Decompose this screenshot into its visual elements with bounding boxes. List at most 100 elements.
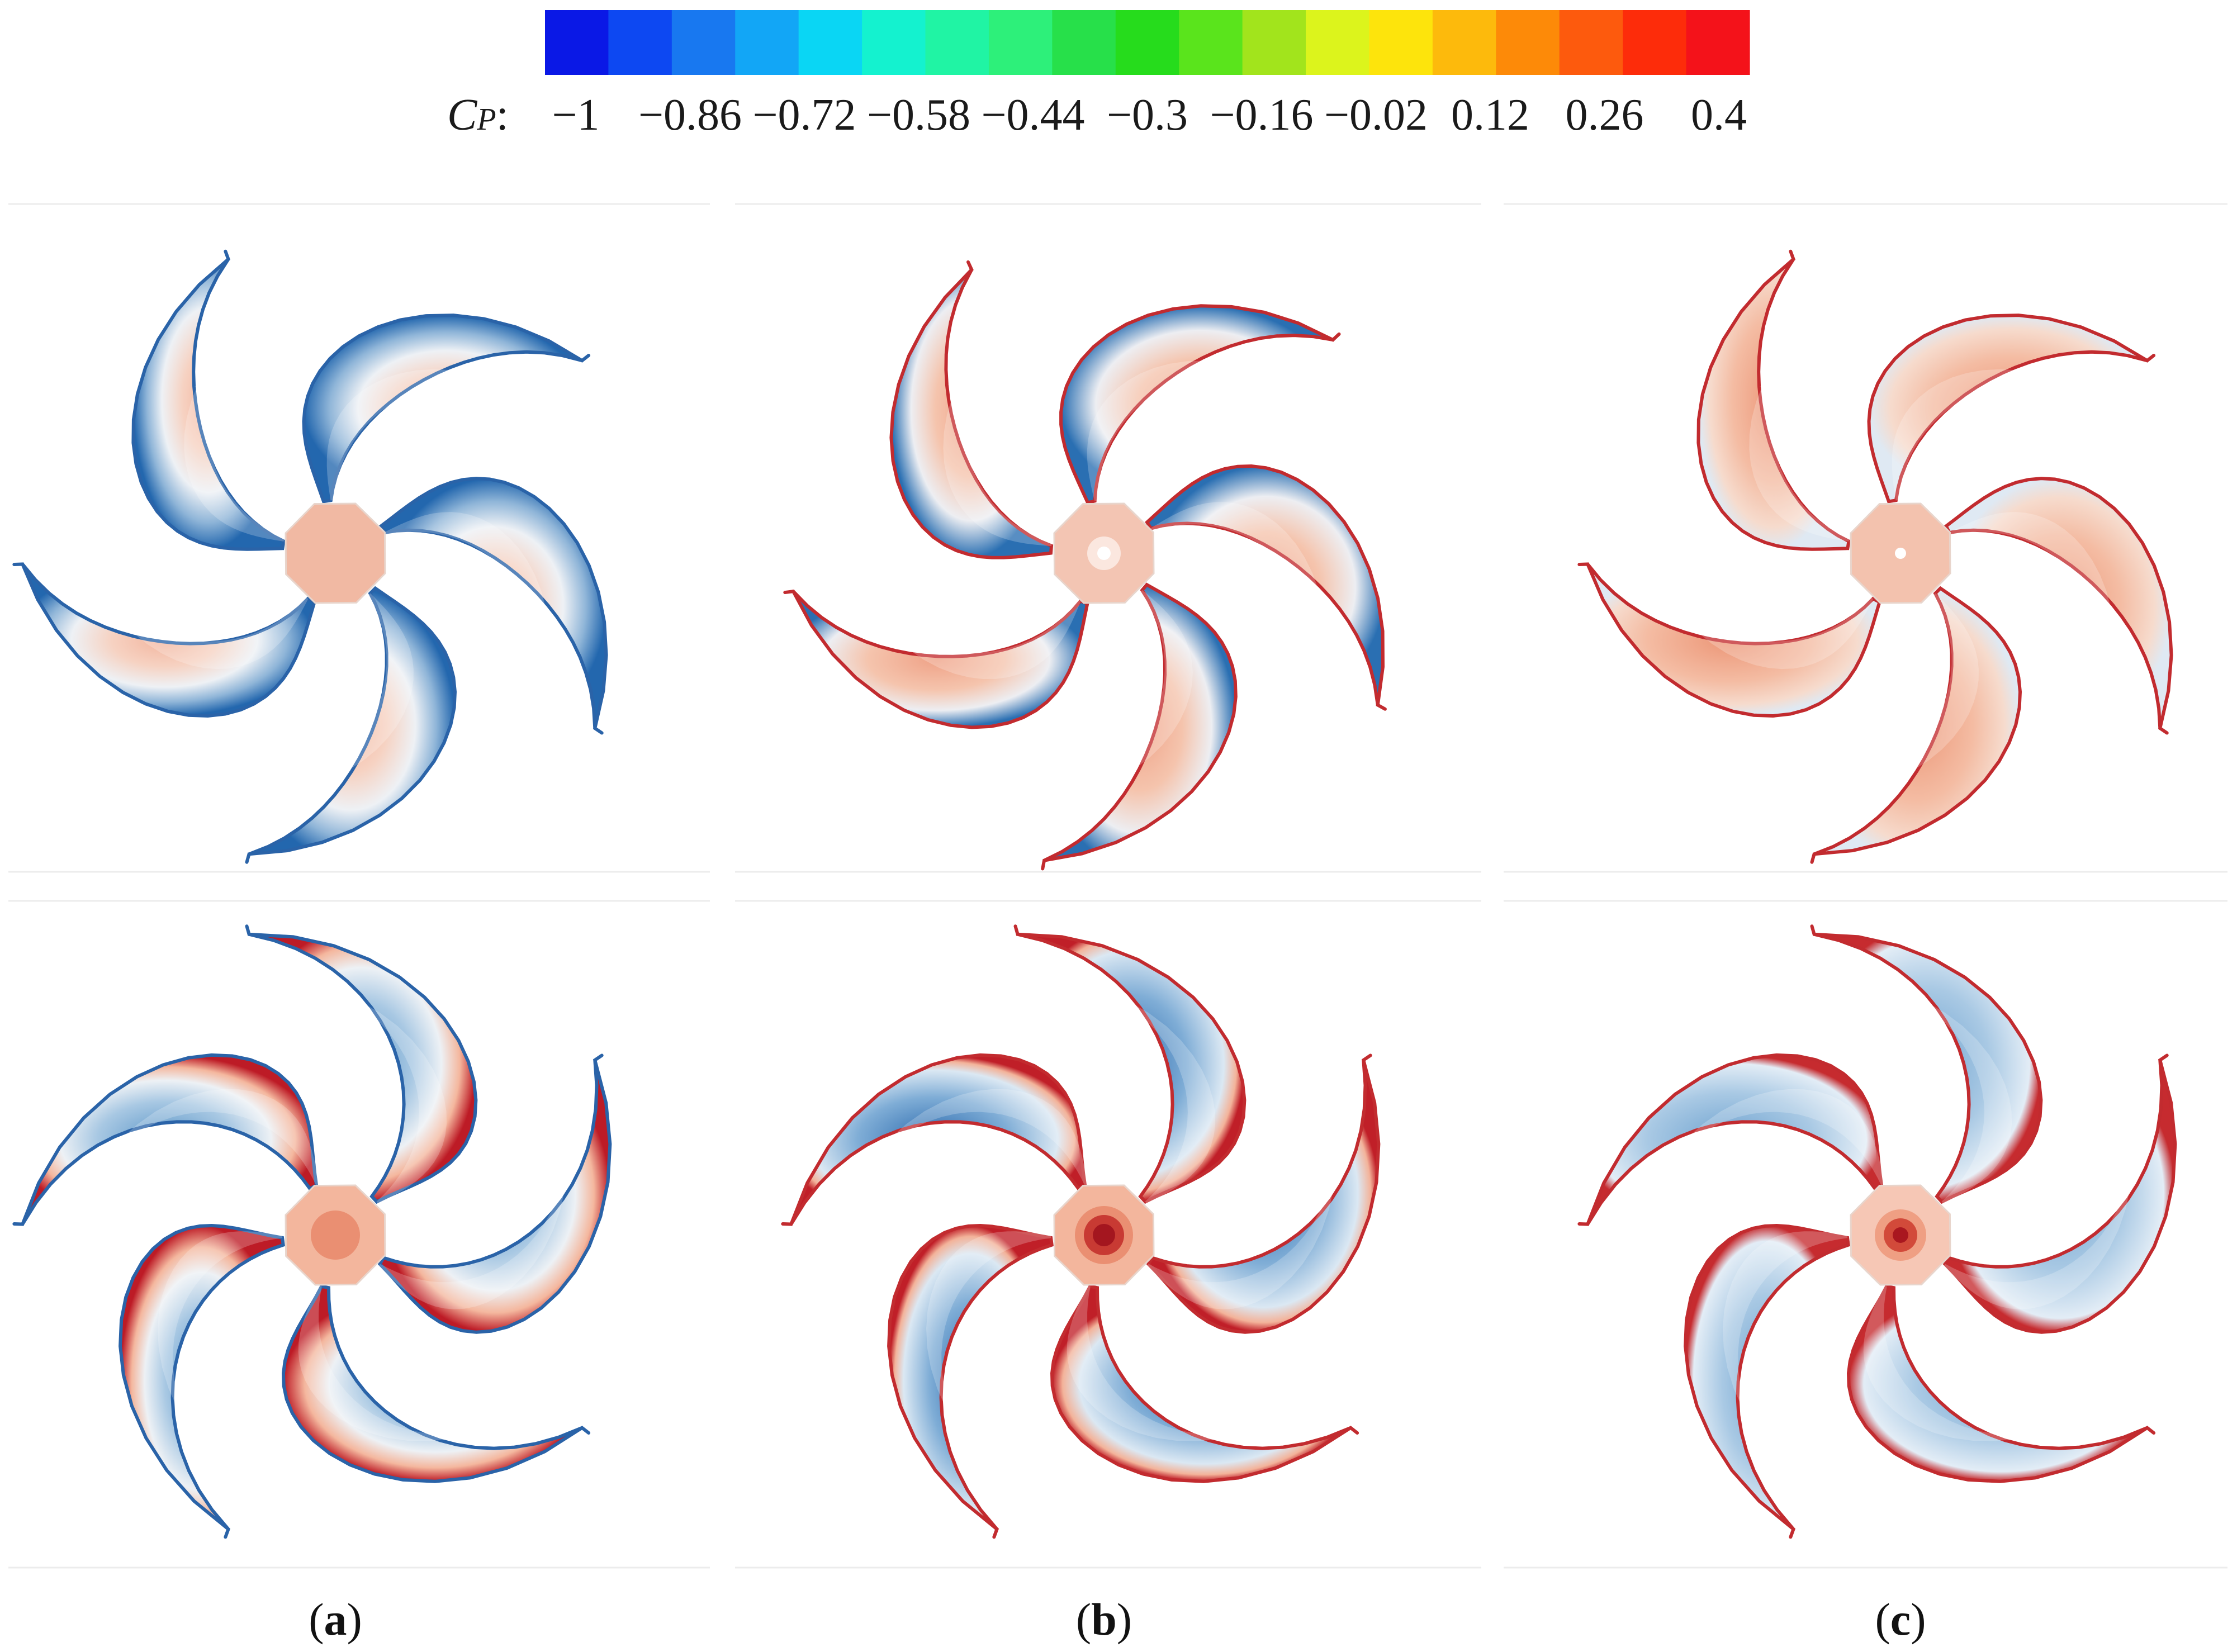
colorbar-segment (608, 10, 672, 75)
blade-pressure-band (1067, 1285, 1253, 1441)
blade-pressure-band (1649, 578, 1874, 670)
colorbar-segment (1369, 10, 1433, 75)
propeller-blade (1810, 924, 2043, 1204)
propeller-blade (1041, 582, 1238, 871)
colorbar-segment (1432, 10, 1496, 75)
propeller-blade (1145, 464, 1387, 711)
colorbar-segment (671, 10, 736, 75)
panel-label-a: (a) (309, 1594, 362, 1645)
colorbar-legend: −1 −0.86 −0.72 −0.58 −0.44 −0.3 −0.16 −0.02 0.12… (447, 10, 1750, 140)
colorbar-tick-label: −0.72 (752, 91, 856, 140)
propeller-blade (1050, 1284, 1359, 1483)
colorbar-segment (1559, 10, 1623, 75)
blade-pressure-band (1150, 502, 1333, 660)
blade-pressure-band (84, 578, 309, 670)
blade-pressure-band (1660, 1089, 1884, 1186)
panel-b-bottom-propeller (781, 924, 1381, 1539)
propeller-panels: (a) (b) (c) (8, 203, 2227, 1645)
propeller-blade (245, 924, 478, 1204)
blade-pressure-band (298, 1285, 484, 1441)
colorbar-segment (798, 10, 862, 75)
panel-c-top-propeller (1577, 249, 2173, 864)
blade-pressure-band (943, 332, 1052, 547)
colorbar-tick-label: −0.86 (638, 91, 742, 140)
hub-pressure-ring (1093, 1224, 1115, 1246)
blade-pressure-band (326, 369, 523, 501)
colorbar-tick-label: −0.3 (1107, 91, 1188, 140)
propeller-blade (302, 314, 591, 504)
blade-pressure-band (1949, 512, 2120, 680)
blade-pressure-band (1749, 322, 1850, 542)
colorbar-tick-label: −0.02 (1324, 91, 1428, 140)
propeller-blade (12, 1053, 319, 1226)
panel-letter: b (1091, 1594, 1117, 1645)
blade-pressure-band (384, 512, 554, 680)
colorbar-segment (545, 10, 609, 75)
hub-pressure-ring (1895, 548, 1906, 559)
colorbar-tick-label: −0.58 (867, 91, 970, 140)
propeller-blade (1577, 562, 1882, 718)
propeller-blade (12, 562, 317, 718)
propeller-blade (783, 589, 1089, 729)
blade-pressure-band (1087, 360, 1277, 501)
colorbar-segment (735, 10, 799, 75)
blade-pressure-band (283, 593, 414, 800)
propeller-blade (377, 1053, 612, 1334)
panel-a-top-propeller (12, 249, 608, 864)
colorbar-segment (1242, 10, 1306, 75)
blade-pressure-band (1900, 982, 2012, 1204)
propeller-blade (281, 1284, 591, 1483)
panel-label-c: (c) (1875, 1594, 1926, 1645)
colorbar-segment (988, 10, 1053, 75)
propeller-blade (1146, 1053, 1381, 1334)
propeller-blade (1696, 249, 1851, 551)
hub-pressure-ring (311, 1210, 360, 1260)
colorbar-segment (1686, 10, 1750, 75)
propeller-blade (889, 260, 1054, 559)
blade-pressure-band (1943, 1157, 2141, 1309)
propeller-blade (781, 1053, 1087, 1226)
propeller-blade (245, 586, 457, 864)
propeller-blade (887, 1223, 1054, 1539)
colorbar-segment (1306, 10, 1370, 75)
propeller-blade (131, 249, 286, 551)
colorbar-tick-label: −1 (552, 91, 599, 140)
blade-pressure-band (1892, 369, 2088, 501)
propeller-blade (1577, 1053, 1884, 1226)
blade-pressure-band (378, 1157, 576, 1309)
panel-c-bottom-propeller (1577, 924, 2177, 1539)
propeller-blade (119, 1223, 285, 1539)
panel-letter: c (1890, 1594, 1911, 1645)
colorbar-tick-label: 0.12 (1451, 91, 1529, 140)
propeller-blade (1013, 924, 1247, 1204)
colorbar-segment (1623, 10, 1687, 75)
colorbar-segment (925, 10, 989, 75)
propeller-blade (1684, 1223, 1850, 1539)
colorbar-symbol-subscript: P (476, 102, 496, 137)
blade-pressure-band (926, 1231, 1051, 1440)
colorbar-colon: : (496, 91, 509, 140)
propeller-blade (1942, 1053, 2177, 1334)
colorbar-segment (1496, 10, 1560, 75)
blade-pressure-band (1073, 590, 1193, 804)
blade-pressure-band (856, 599, 1081, 679)
blade-pressure-band (95, 1089, 319, 1186)
hub-pressure-ring (1893, 1227, 1908, 1243)
blade-pressure-band (1146, 1157, 1344, 1309)
colorbar-tick-label: −0.44 (981, 91, 1084, 140)
blade-pressure-band (864, 1089, 1088, 1186)
panel-label-b: (b) (1076, 1594, 1132, 1645)
panel-letter: a (324, 1594, 347, 1645)
colorbar-tick-label: −0.16 (1210, 91, 1313, 140)
propeller-blade (1846, 1284, 2156, 1483)
hub-pressure-ring (1097, 547, 1111, 560)
colorbar-segment (1052, 10, 1116, 75)
propeller-blade (1944, 477, 2173, 735)
colorbar-segment (1179, 10, 1243, 75)
blade-pressure-band (1863, 1285, 2049, 1441)
propeller-blade (1810, 586, 2022, 864)
panel-a-bottom-propeller (12, 924, 612, 1539)
blade-pressure-band (1723, 1231, 1848, 1440)
colorbar-segment (1115, 10, 1179, 75)
